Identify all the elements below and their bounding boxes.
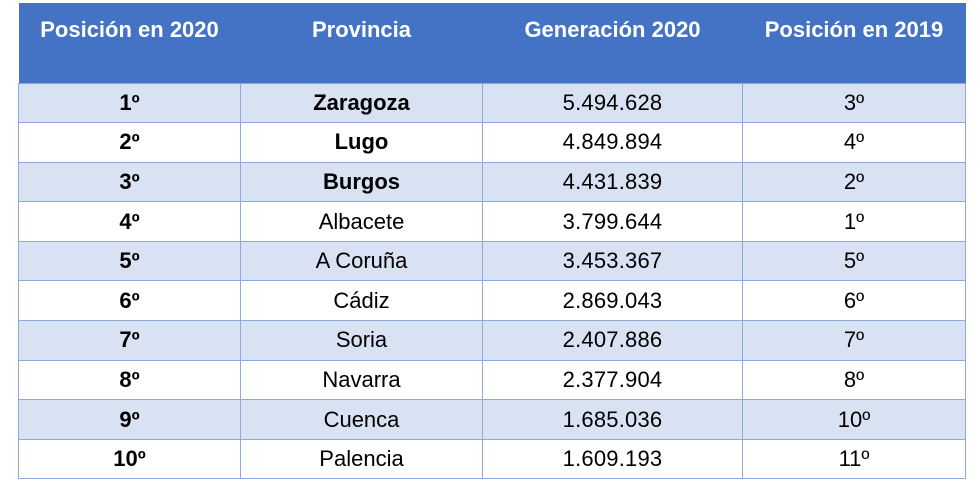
table-row: 4º Albacete 3.799.644 1º	[18, 201, 966, 242]
table-row: 1º Zaragoza 5.494.628 3º	[18, 82, 966, 124]
cell-position-2020: 1º	[18, 82, 241, 124]
cell-position-2020: 9º	[18, 399, 241, 440]
cell-position-2020: 10º	[18, 438, 241, 480]
table-row: 3º Burgos 4.431.839 2º	[18, 161, 966, 203]
cell-position-2020: 8º	[18, 359, 241, 401]
cell-generation-2020: 3.799.644	[482, 201, 743, 242]
cell-generation-2020: 5.494.628	[482, 82, 743, 124]
cell-province: Albacete	[240, 201, 483, 242]
cell-generation-2020: 2.407.886	[482, 320, 743, 361]
cell-province: Palencia	[240, 438, 483, 480]
table-row: 7º Soria 2.407.886 7º	[18, 320, 966, 361]
cell-generation-2020: 1.685.036	[482, 399, 743, 440]
ranking-table: Posición en 2020 Provincia Generación 20…	[18, 3, 966, 480]
header-generation-2020: Generación 2020	[482, 3, 743, 84]
table-header: Posición en 2020 Provincia Generación 20…	[18, 3, 966, 84]
cell-province: A Coruña	[240, 240, 483, 282]
cell-position-2020: 5º	[18, 240, 241, 282]
ranking-table-container: Posición en 2020 Provincia Generación 20…	[18, 3, 966, 480]
cell-position-2020: 4º	[18, 201, 241, 242]
table-row: 2º Lugo 4.849.894 4º	[18, 122, 966, 163]
cell-position-2019: 7º	[742, 320, 966, 361]
cell-position-2019: 1º	[742, 201, 966, 242]
cell-province: Navarra	[240, 359, 483, 401]
cell-generation-2020: 4.431.839	[482, 161, 743, 203]
table-row: 5º A Coruña 3.453.367 5º	[18, 240, 966, 282]
cell-generation-2020: 2.377.904	[482, 359, 743, 401]
cell-position-2020: 7º	[18, 320, 241, 361]
cell-province: Cádiz	[240, 280, 483, 322]
cell-position-2019: 5º	[742, 240, 966, 282]
cell-position-2019: 10º	[742, 399, 966, 440]
table-row: 8º Navarra 2.377.904 8º	[18, 359, 966, 401]
cell-generation-2020: 1.609.193	[482, 438, 743, 480]
cell-position-2020: 2º	[18, 122, 241, 163]
table-body: 1º Zaragoza 5.494.628 3º 2º Lugo 4.849.894 4º 3º…	[18, 82, 966, 480]
header-position-2020: Posición en 2020	[18, 3, 241, 84]
cell-generation-2020: 3.453.367	[482, 240, 743, 282]
cell-province: Burgos	[240, 161, 483, 203]
cell-generation-2020: 2.869.043	[482, 280, 743, 322]
header-province: Provincia	[240, 3, 483, 84]
table-row: 9º Cuenca 1.685.036 10º	[18, 399, 966, 440]
table-row: 6º Cádiz 2.869.043 6º	[18, 280, 966, 322]
cell-position-2019: 2º	[742, 161, 966, 203]
cell-position-2019: 8º	[742, 359, 966, 401]
cell-province: Lugo	[240, 122, 483, 163]
header-position-2019: Posición en 2019	[742, 3, 966, 84]
cell-position-2019: 3º	[742, 82, 966, 124]
cell-position-2019: 6º	[742, 280, 966, 322]
cell-generation-2020: 4.849.894	[482, 122, 743, 163]
cell-province: Soria	[240, 320, 483, 361]
table-row: 10º Palencia 1.609.193 11º	[18, 438, 966, 480]
cell-position-2020: 3º	[18, 161, 241, 203]
cell-position-2020: 6º	[18, 280, 241, 322]
header-row: Posición en 2020 Provincia Generación 20…	[18, 3, 966, 84]
cell-province: Zaragoza	[240, 82, 483, 124]
cell-position-2019: 4º	[742, 122, 966, 163]
cell-position-2019: 11º	[742, 438, 966, 480]
cell-province: Cuenca	[240, 399, 483, 440]
